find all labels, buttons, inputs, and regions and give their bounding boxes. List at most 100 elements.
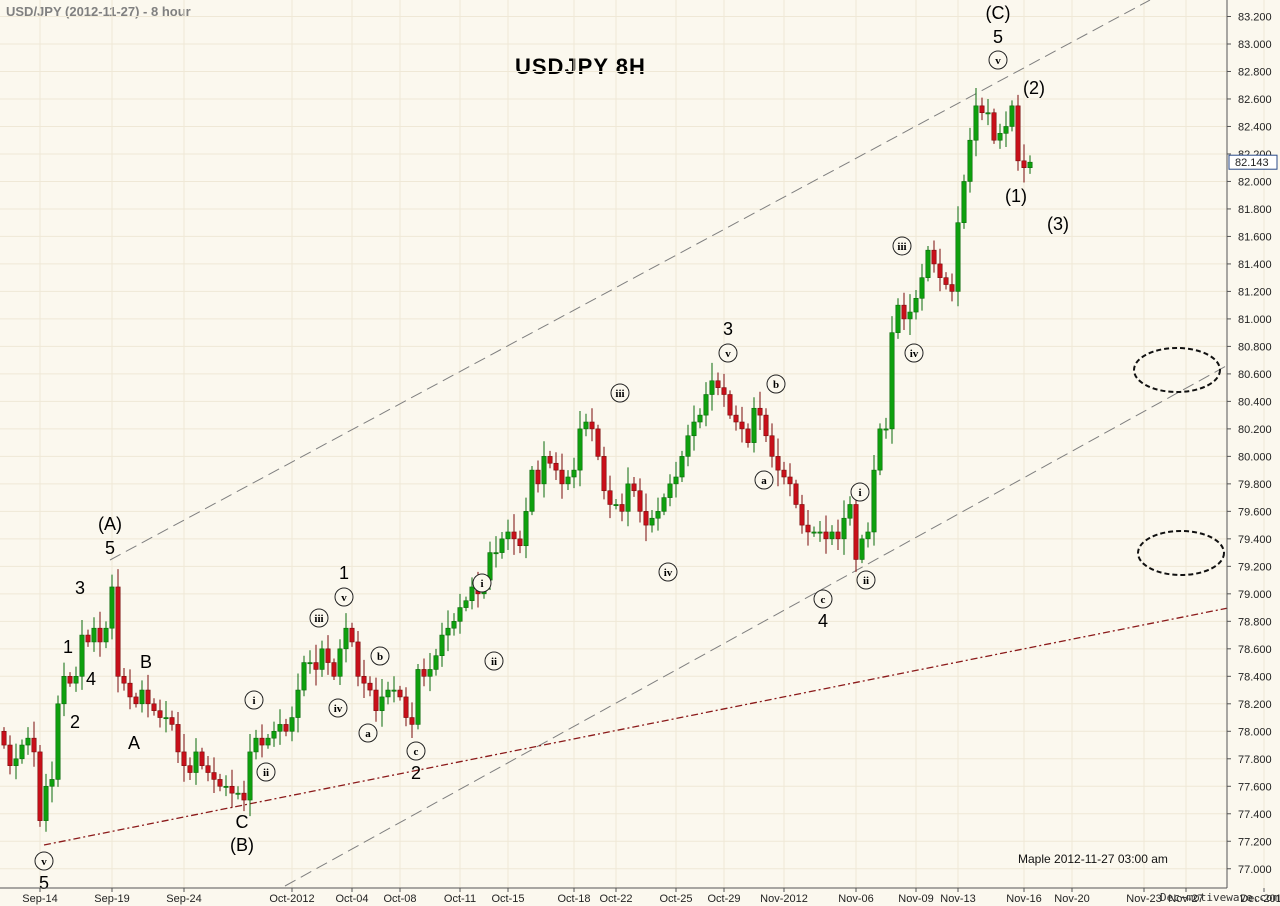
candle-down (589, 421, 595, 430)
wave-circle (610, 383, 630, 403)
y-tick-label: 80.800 (1238, 341, 1272, 353)
candle-up (577, 428, 583, 471)
x-tick-label: Oct-18 (557, 893, 590, 905)
candle-up (43, 785, 49, 821)
chart-header: USD/JPY (2012-11-27) - 8 hour (6, 4, 191, 19)
candle-down (67, 676, 73, 684)
wave-circle-label: iii (314, 613, 323, 625)
y-tick-label: 79.000 (1238, 589, 1272, 601)
candle-down (901, 304, 907, 320)
y-tick-label: 82.000 (1238, 176, 1272, 188)
x-tick-label: Dec-2012 (1240, 893, 1280, 905)
x-tick-label: Nov-20 (1054, 893, 1089, 905)
wave-circle-label: iv (664, 567, 673, 579)
wave-circle-label: v (341, 592, 347, 604)
channel-lower-line (284, 364, 1229, 887)
candle-up (439, 634, 445, 656)
candle-up (859, 538, 865, 560)
candle-up (649, 517, 655, 526)
candle-up (385, 689, 391, 698)
candle-down (181, 751, 187, 766)
candle-down (553, 462, 559, 471)
wave-circle-label: iv (910, 348, 919, 360)
wave-label: 5 (39, 873, 49, 893)
candle-up (61, 676, 67, 705)
wave-circle-label: i (480, 578, 483, 590)
candle-up (889, 332, 895, 430)
candle-up (583, 421, 589, 430)
candle-up (307, 662, 313, 665)
candle-up (529, 469, 535, 512)
candle-down (787, 476, 793, 485)
candle-down (421, 669, 427, 677)
candle-up (463, 600, 469, 608)
candle-down (931, 249, 937, 265)
wave-circle-label: i (858, 487, 861, 499)
wave-circle-label: v (725, 348, 731, 360)
candle-up (847, 504, 853, 519)
candle-down (631, 483, 637, 492)
candle-down (757, 407, 763, 416)
y-tick-label: 77.600 (1238, 781, 1272, 793)
candle-down (175, 724, 181, 753)
wave-label: (1) (1005, 186, 1027, 206)
candle-down (745, 428, 751, 443)
candle-down (187, 765, 193, 773)
candle-down (325, 648, 331, 663)
candle-up (751, 407, 757, 443)
candle-down (397, 689, 403, 698)
wave-label: 1 (63, 637, 73, 657)
wave-label: 4 (86, 669, 96, 689)
candle-down (211, 772, 217, 780)
candle-up (457, 607, 463, 622)
wave-circle-label: ii (263, 767, 269, 779)
wave-label: C (236, 812, 249, 832)
candle-up (697, 414, 703, 423)
wave-circle-label: b (773, 379, 779, 391)
candle-down (331, 662, 337, 677)
footnote: Maple 2012-11-27 03:00 am (1018, 852, 1168, 866)
wave-circle (309, 608, 329, 628)
wave-circle-label: b (377, 651, 383, 663)
candle-down (283, 724, 289, 732)
wave-circle (856, 570, 876, 590)
candle-down (133, 696, 139, 705)
candle-down (979, 105, 985, 114)
candle-up (445, 627, 451, 636)
y-tick-label: 77.200 (1238, 836, 1272, 848)
y-tick-label: 79.600 (1238, 506, 1272, 518)
candle-up (391, 689, 397, 692)
wave-circle (718, 343, 738, 363)
x-tick-label: Nov-09 (898, 893, 933, 905)
candle-up (907, 311, 913, 320)
candle-up (337, 648, 343, 677)
x-tick-label: Oct-08 (383, 893, 416, 905)
candle-down (97, 627, 103, 643)
candle-down (793, 483, 799, 505)
candle-down (835, 531, 841, 540)
candle-down (37, 751, 43, 821)
y-tick-label: 78.800 (1238, 616, 1272, 628)
x-tick-label: Sep-24 (166, 893, 201, 905)
candle-down (169, 717, 175, 725)
wave-label: A (128, 733, 140, 753)
wave-circle-label: c (414, 746, 419, 758)
candle-down (259, 737, 265, 746)
trend-lines (43, 0, 1229, 887)
candle-down (511, 531, 517, 540)
candle-down (607, 490, 613, 505)
candle-down (517, 538, 523, 547)
candle-up (667, 483, 673, 498)
last-price-label: 82.143 (1235, 157, 1269, 169)
wave-label: (C) (986, 3, 1011, 23)
candle-up (841, 517, 847, 540)
y-tick-label: 78.400 (1238, 671, 1272, 683)
candle-up (661, 497, 667, 512)
candle-up (301, 662, 307, 691)
candle-down (199, 751, 205, 766)
y-tick-label: 80.400 (1238, 396, 1272, 408)
target-ellipse-lower (1137, 530, 1225, 576)
candle-up (679, 456, 685, 478)
wave-circle-label: iv (334, 703, 343, 715)
